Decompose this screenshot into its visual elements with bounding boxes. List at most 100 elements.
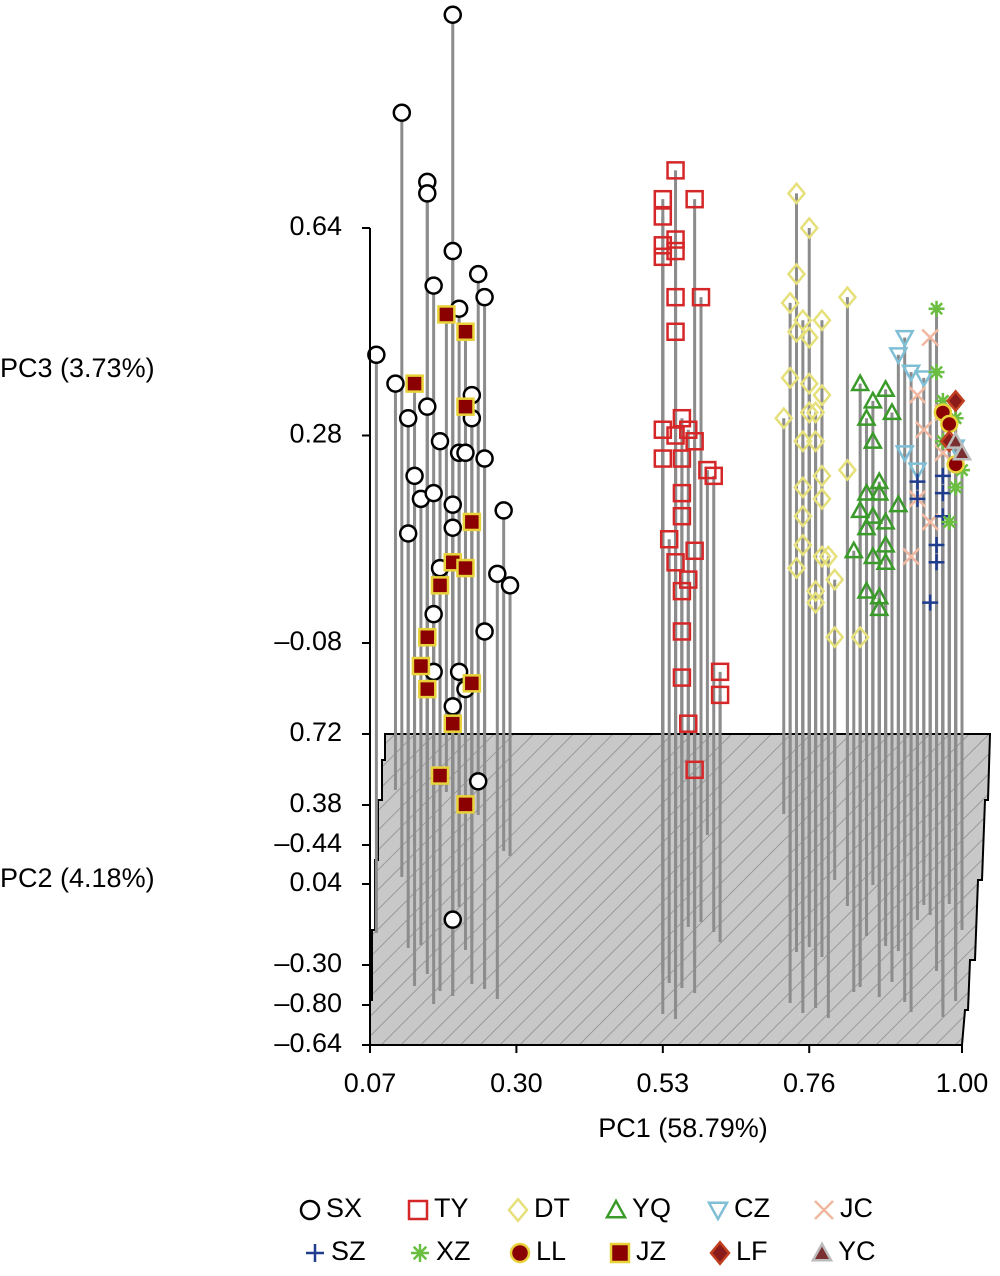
marker xyxy=(679,420,698,439)
x-tick-label: 0.53 xyxy=(637,1068,690,1098)
marker xyxy=(947,479,964,496)
legend: SX TY DT YQ CZ JC SZ XZ LL JZ LF YC xyxy=(299,1193,876,1266)
marker xyxy=(443,697,463,716)
marker xyxy=(786,556,807,580)
marker xyxy=(672,449,692,468)
marker xyxy=(774,406,794,430)
marker xyxy=(666,230,685,249)
legend-label: SZ xyxy=(331,1236,366,1266)
marker xyxy=(934,467,951,484)
marker xyxy=(685,432,704,451)
marker xyxy=(666,287,685,307)
legend-label: CZ xyxy=(734,1193,770,1223)
marker xyxy=(306,1244,324,1262)
marker xyxy=(437,305,456,324)
marker xyxy=(793,475,813,499)
marker xyxy=(856,482,877,501)
marker xyxy=(659,530,679,549)
marker xyxy=(443,241,463,261)
marker xyxy=(685,189,704,209)
marker xyxy=(706,1201,730,1222)
marker xyxy=(468,264,488,284)
marker xyxy=(424,604,443,624)
marker xyxy=(507,1197,529,1223)
marker xyxy=(837,285,858,309)
marker xyxy=(604,1198,628,1219)
marker xyxy=(462,512,482,532)
marker xyxy=(799,400,819,424)
z-tick-label: –0.64 xyxy=(274,1028,342,1058)
marker xyxy=(691,287,711,307)
marker xyxy=(856,580,877,599)
marker xyxy=(922,594,939,611)
legend-label: JC xyxy=(840,1193,873,1223)
legend-label: JZ xyxy=(636,1236,666,1266)
marker xyxy=(780,291,800,315)
marker xyxy=(443,910,463,929)
marker xyxy=(679,570,698,589)
marker xyxy=(653,189,673,209)
marker xyxy=(443,518,463,537)
marker xyxy=(818,544,838,569)
marker xyxy=(430,576,450,595)
marker xyxy=(456,558,475,578)
marker xyxy=(424,483,443,503)
marker xyxy=(653,236,673,255)
marker xyxy=(666,553,685,572)
marker xyxy=(456,397,475,416)
x-tick-label: 0.76 xyxy=(783,1068,836,1098)
marker xyxy=(951,442,973,461)
marker xyxy=(398,408,418,428)
marker xyxy=(653,449,673,468)
marker xyxy=(914,420,933,439)
marker xyxy=(666,241,685,261)
marker xyxy=(869,597,890,617)
marker xyxy=(913,370,934,389)
marker xyxy=(894,445,915,464)
marker xyxy=(456,443,475,463)
marker xyxy=(430,432,450,451)
marker xyxy=(411,656,431,676)
marker xyxy=(812,308,832,332)
marker xyxy=(475,622,494,641)
marker xyxy=(411,1244,429,1262)
marker xyxy=(698,460,717,480)
marker xyxy=(500,576,520,595)
marker xyxy=(672,668,692,687)
legend-label: TY xyxy=(434,1193,469,1223)
marker xyxy=(793,533,813,557)
marker xyxy=(805,400,826,424)
marker xyxy=(856,407,877,426)
marker xyxy=(468,772,488,791)
x-axis-label: PC1 (58.79%) xyxy=(598,1113,768,1143)
drop-lines xyxy=(374,14,964,1019)
marker xyxy=(386,374,405,393)
marker xyxy=(869,471,890,490)
marker xyxy=(666,322,685,341)
x-tick-label: 0.30 xyxy=(490,1068,543,1098)
marker xyxy=(875,378,896,398)
marker xyxy=(799,325,819,350)
z-tick-label: 0.72 xyxy=(289,717,342,747)
marker xyxy=(710,685,730,705)
marker xyxy=(653,247,673,267)
marker xyxy=(928,364,945,381)
marker xyxy=(509,1242,531,1264)
legend-label: LL xyxy=(536,1236,566,1266)
marker xyxy=(685,760,704,780)
marker xyxy=(793,504,813,528)
marker xyxy=(456,322,475,341)
marker xyxy=(875,511,896,530)
marker xyxy=(666,161,685,180)
marker xyxy=(672,622,692,641)
x-tick-label: 0.07 xyxy=(344,1068,397,1098)
marker xyxy=(856,517,877,536)
marker xyxy=(418,397,437,416)
marker xyxy=(862,390,884,409)
marker xyxy=(299,1199,321,1221)
marker xyxy=(928,554,945,571)
marker xyxy=(488,564,507,584)
marker xyxy=(909,490,926,507)
marker xyxy=(814,1200,834,1220)
